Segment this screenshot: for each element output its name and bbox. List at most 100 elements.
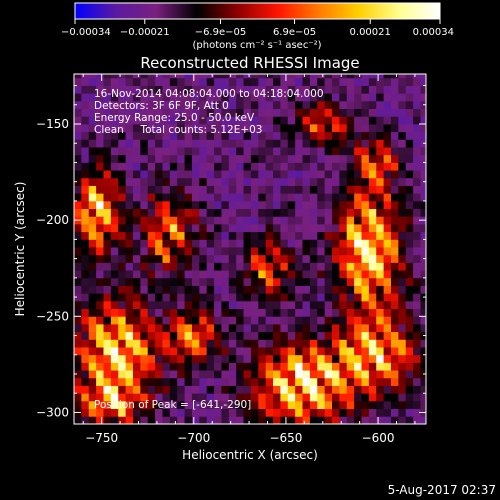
heatmap-cell: [132, 400, 141, 410]
heatmap-cell: [258, 162, 267, 171]
x-axis-label: Heliocentric X (arcsec): [182, 448, 318, 462]
heatmap-cell: [420, 93, 426, 102]
heatmap-cell: [317, 408, 326, 417]
heatmap-cell: [280, 131, 289, 140]
heatmap-cell: [280, 200, 289, 210]
heatmap-cell: [287, 270, 296, 279]
heatmap-cell: [273, 416, 281, 424]
heatmap-cell: [169, 93, 178, 102]
heatmap-cell: [390, 124, 399, 133]
heatmap-cell: [265, 224, 274, 233]
heatmap-cell: [405, 324, 414, 333]
heatmap-cell: [250, 385, 259, 394]
heatmap-cell: [214, 370, 222, 379]
heatmap-cell: [74, 385, 82, 394]
heatmap-cell: [273, 293, 281, 302]
heatmap-cell: [368, 124, 377, 133]
heatmap-cell: [258, 377, 267, 386]
heatmap-cell: [398, 77, 407, 86]
heatmap-cell: [280, 377, 289, 386]
heatmap-cell: [169, 339, 178, 348]
heatmap-cell: [309, 262, 318, 271]
heatmap-cell: [184, 331, 193, 340]
heatmap-cell: [295, 285, 303, 294]
heatmap-cell: [140, 400, 149, 410]
heatmap-cell: [361, 293, 370, 302]
heatmap-cell: [398, 147, 407, 156]
heatmap-cell: [265, 100, 274, 110]
heatmap-cell: [191, 74, 200, 79]
heatmap-cell: [287, 247, 296, 256]
heatmap-cell: [250, 139, 259, 148]
heatmap-cell: [346, 416, 355, 424]
heatmap-cell: [162, 200, 171, 210]
heatmap-cell: [236, 147, 244, 156]
heatmap-cell: [390, 370, 399, 379]
heatmap-cell: [206, 74, 215, 79]
heatmap-cell: [221, 293, 230, 302]
heatmap-cell: [383, 362, 392, 371]
heatmap-cell: [236, 370, 244, 379]
heatmap-cell: [103, 347, 112, 356]
heatmap-cell: [309, 331, 318, 340]
heatmap-cell: [368, 200, 377, 210]
colorbar-tick-label: 6.9e−05: [273, 27, 316, 38]
heatmap-cell: [236, 416, 244, 424]
heatmap-cell: [81, 177, 90, 186]
heatmap-cell: [74, 231, 82, 240]
heatmap-cell: [81, 100, 90, 110]
heatmap-cell: [177, 100, 185, 110]
heatmap-cell: [361, 408, 370, 417]
heatmap-cell: [88, 385, 97, 394]
heatmap-cell: [228, 170, 237, 179]
heatmap-cell: [162, 385, 171, 394]
heatmap-cell: [390, 308, 399, 317]
heatmap-cell: [184, 362, 193, 371]
heatmap-cell: [420, 262, 426, 271]
heatmap-cell: [236, 231, 244, 240]
heatmap-cell: [332, 277, 340, 286]
heatmap-cell: [376, 277, 385, 286]
heatmap-cell: [118, 262, 126, 271]
heatmap-cell: [155, 262, 163, 271]
heatmap-cell: [191, 139, 200, 148]
heatmap-cell: [96, 231, 104, 240]
heatmap-cell: [132, 131, 141, 140]
heatmap-cell: [376, 377, 385, 386]
heatmap-cell: [398, 262, 407, 271]
heatmap-cell: [302, 216, 311, 225]
heatmap-cell: [317, 108, 326, 117]
heatmap-cell: [243, 100, 252, 110]
heatmap-cell: [103, 170, 112, 179]
heatmap-cell: [103, 416, 112, 424]
heatmap-cell: [199, 162, 208, 171]
heatmap-cell: [191, 408, 200, 417]
heatmap-cell: [118, 400, 126, 410]
heatmap-cell: [199, 277, 208, 286]
heatmap-cell: [390, 339, 399, 348]
heatmap-cell: [413, 285, 421, 294]
heatmap-cell: [140, 108, 149, 117]
heatmap-cell: [390, 408, 399, 417]
heatmap-cell: [295, 224, 303, 233]
heatmap-cell: [339, 185, 348, 194]
heatmap-cell: [118, 416, 126, 424]
heatmap-cell: [273, 200, 281, 210]
heatmap-cell: [250, 131, 259, 140]
heatmap-cell: [236, 393, 244, 402]
heatmap-cell: [88, 131, 97, 140]
heatmap-cell: [413, 93, 421, 102]
heatmap-cell: [243, 254, 252, 263]
heatmap-cell: [324, 193, 333, 202]
heatmap-cell: [169, 262, 178, 271]
heatmap-cell: [184, 247, 193, 256]
heatmap-cell: [324, 77, 333, 86]
heatmap-cell: [376, 408, 385, 417]
heatmap-cell: [398, 300, 407, 310]
heatmap-cell: [74, 108, 82, 117]
heatmap-cell: [368, 116, 377, 125]
heatmap-cell: [125, 200, 134, 210]
heatmap-cell: [206, 162, 215, 171]
heatmap-cell: [302, 170, 311, 179]
heatmap-cell: [118, 270, 126, 279]
